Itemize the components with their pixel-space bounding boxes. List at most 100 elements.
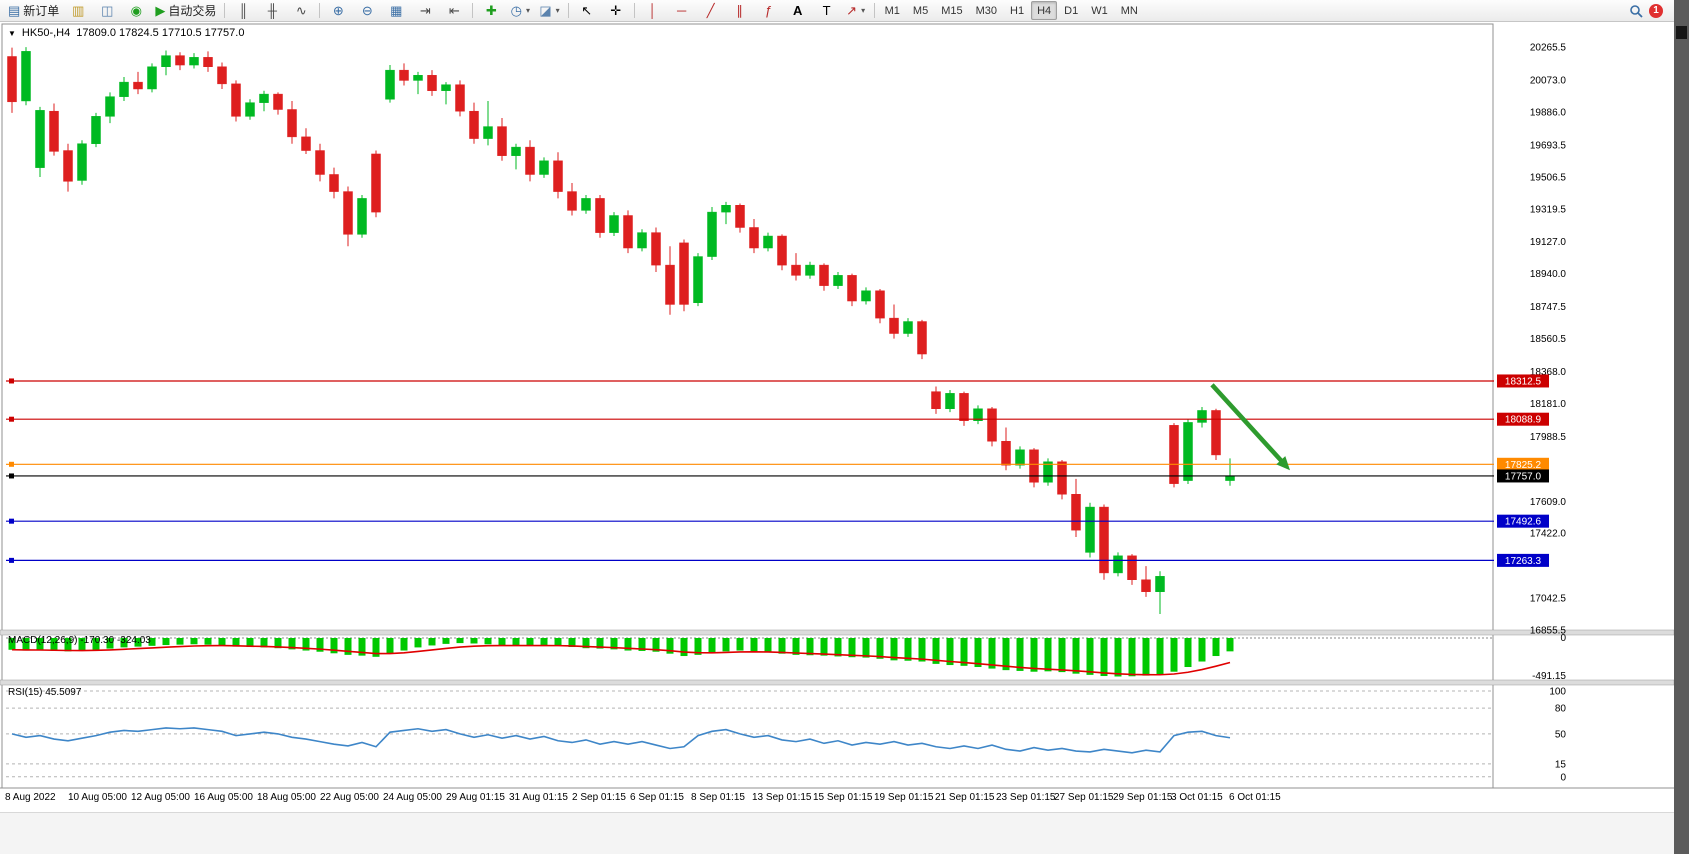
toolbar-separator	[472, 3, 474, 18]
svg-text:19506.5: 19506.5	[1530, 172, 1567, 183]
cursor-tool-button[interactable]: ↖	[573, 1, 601, 21]
svg-text:29 Sep 01:15: 29 Sep 01:15	[1113, 792, 1173, 803]
svg-text:20265.5: 20265.5	[1530, 43, 1567, 54]
toolbar-separator	[319, 3, 321, 18]
search-icon[interactable]	[1629, 4, 1643, 18]
svg-text:19127.0: 19127.0	[1530, 237, 1567, 248]
notification-badge[interactable]: 1	[1649, 3, 1663, 18]
zoom-out-button[interactable]: ⊖	[353, 1, 381, 21]
window-footer-area	[0, 812, 1689, 854]
trendline-icon: ╱	[706, 3, 715, 18]
tf-button-d1[interactable]: D1	[1064, 4, 1079, 17]
svg-text:17825.2: 17825.2	[1505, 460, 1542, 471]
navigator-button[interactable]: ◉	[122, 1, 150, 21]
svg-text:50: 50	[1555, 729, 1567, 740]
vertical-line-tool-button[interactable]: │	[639, 1, 667, 21]
svg-text:13 Sep 01:15: 13 Sep 01:15	[752, 792, 812, 803]
line-chart-mode-button[interactable]: ∿	[287, 1, 315, 21]
trendline-tool-button[interactable]: ╱	[697, 1, 725, 21]
autotrading-label: 自动交易	[168, 4, 217, 18]
svg-text:0: 0	[1560, 633, 1566, 644]
zoom-in-button[interactable]: ⊕	[324, 1, 352, 21]
svg-text:18 Aug 05:00: 18 Aug 05:00	[257, 792, 316, 803]
chart-shift-icon: ⇤	[448, 3, 460, 18]
market-watch-icon: ◫	[101, 3, 114, 18]
svg-text:20073.0: 20073.0	[1530, 75, 1567, 86]
tf-button-h4[interactable]: H4	[1031, 1, 1058, 20]
chevron-down-icon: ▾	[861, 6, 866, 15]
svg-text:18312.5: 18312.5	[1505, 376, 1542, 387]
svg-text:100: 100	[1549, 687, 1566, 698]
tf-button-mn[interactable]: MN	[1120, 4, 1138, 17]
arrows-tool-icon: ↗	[846, 3, 858, 18]
svg-text:16855.5: 16855.5	[1530, 626, 1567, 637]
new-order-button[interactable]: ▤ 新订单	[4, 1, 63, 21]
tf-button-m15[interactable]: M15	[941, 4, 963, 17]
svg-text:18368.0: 18368.0	[1530, 367, 1567, 378]
svg-text:0: 0	[1560, 772, 1566, 783]
svg-text:10 Aug 05:00: 10 Aug 05:00	[68, 792, 127, 803]
auto-scroll-button[interactable]: ⇥	[411, 1, 439, 21]
toolbar-separator	[567, 3, 569, 18]
zoom-in-icon: ⊕	[332, 3, 344, 18]
svg-text:31 Aug 01:15: 31 Aug 01:15	[509, 792, 568, 803]
chart-symbol-period: HK50-,H4	[21, 27, 71, 39]
candlestick-icon: ╫	[267, 3, 277, 18]
autotrading-icon: ▶	[155, 3, 166, 18]
autotrading-button[interactable]: ▶ 自动交易	[151, 1, 220, 21]
text-tool-button[interactable]: A	[784, 1, 812, 21]
profiles-icon: ▥	[72, 3, 85, 18]
svg-text:8 Sep 01:15: 8 Sep 01:15	[691, 792, 745, 803]
arrows-tool-button[interactable]: ↗ ▾	[842, 1, 870, 21]
vertical-scrollbar[interactable]	[1674, 0, 1689, 854]
svg-text:17988.5: 17988.5	[1530, 432, 1567, 443]
svg-text:19693.5: 19693.5	[1530, 140, 1567, 151]
vertical-line-icon: │	[648, 3, 657, 18]
candlestick-mode-button[interactable]: ╫	[258, 1, 286, 21]
periods-clock-icon: ◷	[510, 3, 522, 18]
tf-button-m1[interactable]: M1	[884, 4, 900, 17]
svg-text:19319.5: 19319.5	[1530, 204, 1567, 215]
templates-button[interactable]: ◪ ▾	[535, 1, 563, 21]
svg-text:18181.0: 18181.0	[1530, 399, 1567, 410]
crosshair-tool-button[interactable]: ✛	[602, 1, 630, 21]
channel-icon: ∥	[736, 3, 743, 18]
tile-windows-icon: ▦	[390, 3, 403, 18]
indicators-icon: ✚	[485, 3, 497, 18]
svg-text:2 Sep 01:15: 2 Sep 01:15	[572, 792, 626, 803]
svg-text:-491.15: -491.15	[1532, 671, 1566, 682]
tf-button-m5[interactable]: M5	[912, 4, 929, 17]
new-order-icon: ▤	[8, 3, 21, 18]
tf-button-h1[interactable]: H1	[1010, 4, 1025, 17]
chart-canvas[interactable]: 20265.5 20073.0 19886.0 19693.5 19506.5 19319…	[0, 22, 1674, 812]
horizontal-line-tool-button[interactable]: ─	[668, 1, 696, 21]
profiles-button[interactable]: ▥	[64, 1, 92, 21]
channel-tool-button[interactable]: ∥	[726, 1, 754, 21]
svg-text:23 Sep 01:15: 23 Sep 01:15	[996, 792, 1056, 803]
fibonacci-tool-button[interactable]: ƒ	[755, 1, 783, 21]
macd-indicator-label: MACD(12,26,9) -170.30 -324.03	[8, 635, 151, 646]
periods-button[interactable]: ◷ ▾	[506, 1, 534, 21]
chart-ohlc-values: 17809.0 17824.5 17710.5 17757.0	[76, 27, 245, 39]
tf-button-w1[interactable]: W1	[1091, 4, 1108, 17]
tile-windows-button[interactable]: ▦	[382, 1, 410, 21]
scrollbar-thumb[interactable]	[1676, 26, 1687, 39]
market-watch-button[interactable]: ◫	[93, 1, 121, 21]
text-label-icon: T	[822, 3, 831, 18]
svg-text:17042.5: 17042.5	[1530, 594, 1567, 605]
chart-title: ▼ HK50-,H4 17809.0 17824.5 17710.5 17757…	[8, 27, 244, 39]
indicators-button[interactable]: ✚	[477, 1, 505, 21]
text-label-tool-button[interactable]: T	[813, 1, 841, 21]
toolbar-separator	[873, 3, 875, 18]
chart-shift-button[interactable]: ⇤	[440, 1, 468, 21]
cursor-icon: ↖	[581, 3, 593, 18]
one-click-trading-arrow-icon[interactable]: ▼	[8, 28, 16, 38]
svg-text:19 Sep 01:15: 19 Sep 01:15	[874, 792, 934, 803]
bar-chart-mode-button[interactable]: ║	[229, 1, 257, 21]
svg-text:17757.0: 17757.0	[1505, 471, 1542, 482]
horizontal-line-icon: ─	[677, 3, 687, 18]
toolbar-separator	[633, 3, 635, 18]
svg-text:27 Sep 01:15: 27 Sep 01:15	[1054, 792, 1114, 803]
tf-button-m30[interactable]: M30	[975, 4, 998, 17]
